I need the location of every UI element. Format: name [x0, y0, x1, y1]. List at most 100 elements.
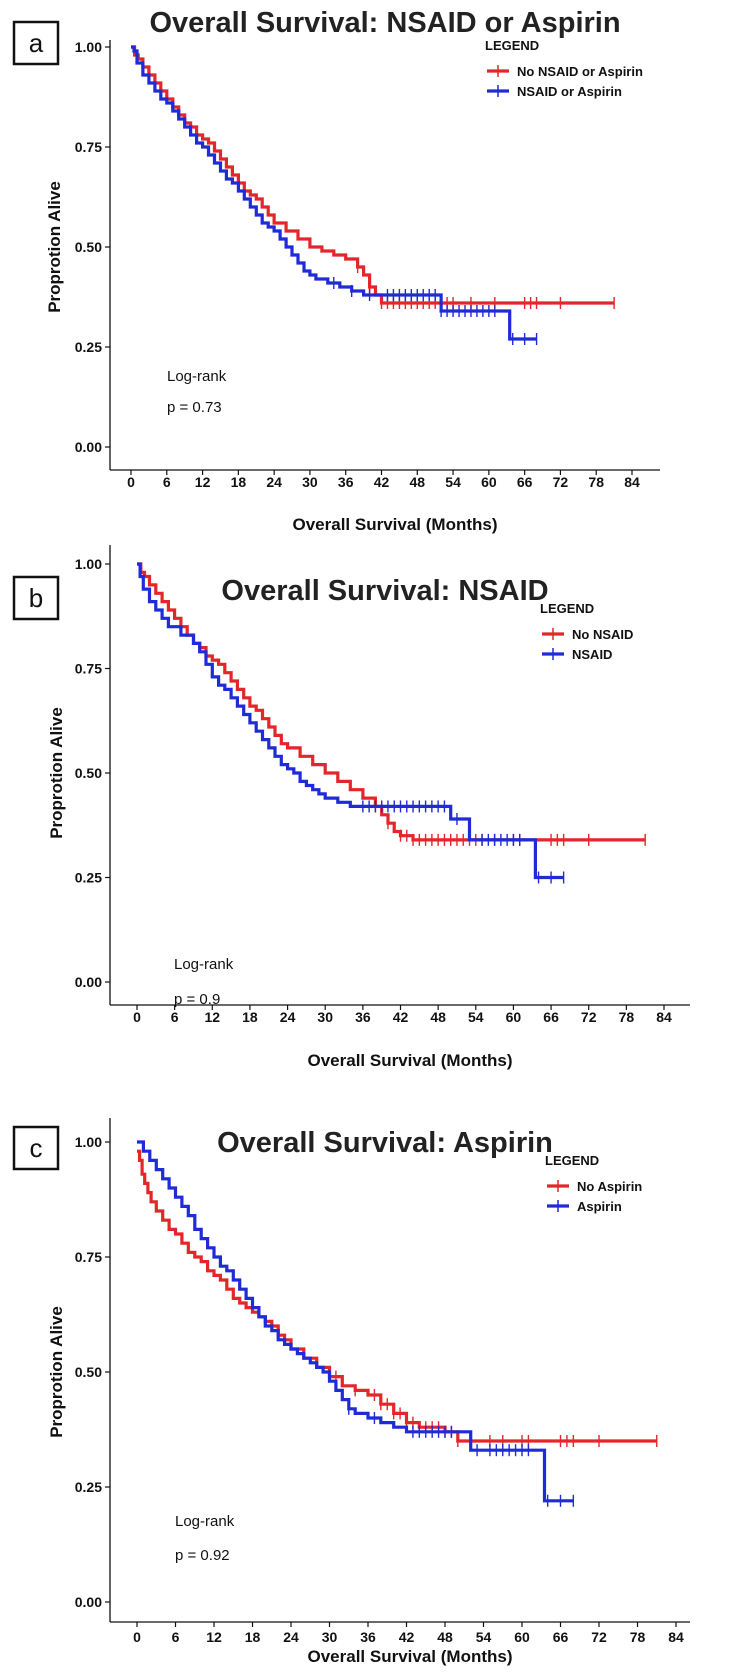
p-value-label: p = 0.92 — [175, 1547, 230, 1564]
x-tick-label: 48 — [430, 1009, 446, 1025]
x-tick-label: 78 — [588, 474, 604, 490]
y-tick-label: 0.00 — [75, 974, 102, 990]
x-tick-label: 30 — [322, 1629, 338, 1645]
x-tick-label: 18 — [245, 1629, 261, 1645]
x-tick-label: 24 — [266, 474, 282, 490]
x-tick-label: 54 — [445, 474, 461, 490]
y-tick-label: 0.00 — [75, 1594, 102, 1610]
logrank-label: Log-rank — [174, 956, 234, 973]
chart-title: Overall Survival: NSAID — [221, 575, 548, 607]
legend-entry: NSAID — [572, 647, 612, 662]
legend-entry: No NSAID or Aspirin — [517, 64, 643, 79]
y-axis-title: Proprotion Alive — [47, 707, 66, 839]
panel-label: a — [29, 28, 44, 58]
series-line-control — [131, 45, 615, 305]
logrank-label: Log-rank — [167, 368, 227, 385]
p-value-label: p = 0.9 — [174, 991, 220, 1008]
y-tick-label: 0.25 — [75, 870, 102, 886]
x-tick-label: 30 — [317, 1009, 333, 1025]
series-line-control — [137, 1149, 657, 1443]
legend-entry: Aspirin — [577, 1199, 622, 1214]
x-axis-title: Overall Survival (Months) — [308, 1647, 513, 1666]
y-tick-label: 1.00 — [75, 556, 102, 572]
y-tick-label: 0.50 — [75, 239, 102, 255]
x-tick-label: 12 — [204, 1009, 220, 1025]
y-tick-label: 0.25 — [75, 1479, 102, 1495]
x-tick-label: 0 — [133, 1009, 141, 1025]
x-tick-label: 24 — [283, 1629, 299, 1645]
legend-entry: No NSAID — [572, 627, 633, 642]
series-line-control — [137, 562, 646, 842]
x-tick-label: 18 — [242, 1009, 258, 1025]
y-tick-label: 0.75 — [75, 661, 102, 677]
series-line-treated — [131, 45, 537, 341]
y-tick-label: 0.75 — [75, 1249, 102, 1265]
x-tick-label: 12 — [195, 474, 211, 490]
p-value-label: p = 0.73 — [167, 399, 222, 416]
x-tick-label: 60 — [506, 1009, 522, 1025]
panel-b: b Overall Survival: NSAID 0.00 0.25 0.50 0.75… — [12, 545, 690, 1070]
x-axis-title: Overall Survival (Months) — [293, 515, 498, 534]
legend-title: LEGEND — [485, 38, 539, 53]
x-tick-label: 72 — [553, 474, 569, 490]
x-tick-label: 12 — [206, 1629, 222, 1645]
x-tick-label: 6 — [163, 474, 171, 490]
x-tick-label: 84 — [668, 1629, 684, 1645]
x-tick-label: 60 — [481, 474, 497, 490]
x-tick-label: 42 — [393, 1009, 409, 1025]
panel-c: c Overall Survival: Aspirin 0.00 0.25 0.50 0.… — [12, 1118, 690, 1666]
x-tick-label: 78 — [630, 1629, 646, 1645]
x-tick-label: 24 — [280, 1009, 296, 1025]
series-line-treated — [137, 1140, 574, 1503]
panel-a: a Overall Survival: NSAID or Aspirin 0.00 0… — [12, 7, 660, 534]
y-tick-label: 0.25 — [75, 339, 102, 355]
x-tick-label: 72 — [581, 1009, 597, 1025]
x-tick-label: 66 — [543, 1009, 559, 1025]
x-tick-label: 84 — [624, 474, 640, 490]
x-tick-label: 36 — [355, 1009, 371, 1025]
legend-title: LEGEND — [545, 1153, 599, 1168]
y-tick-label: 0.50 — [75, 765, 102, 781]
legend-entry: NSAID or Aspirin — [517, 84, 622, 99]
x-tick-label: 54 — [468, 1009, 484, 1025]
legend-title: LEGEND — [540, 601, 594, 616]
x-tick-label: 54 — [476, 1629, 492, 1645]
y-tick-label: 0.50 — [75, 1364, 102, 1380]
panel-label: b — [29, 583, 43, 613]
x-tick-label: 0 — [127, 474, 135, 490]
chart-title: Overall Survival: Aspirin — [217, 1127, 553, 1159]
x-tick-label: 18 — [231, 474, 247, 490]
y-tick-label: 1.00 — [75, 1134, 102, 1150]
x-tick-label: 42 — [374, 474, 390, 490]
y-tick-label: 1.00 — [75, 39, 102, 55]
x-tick-label: 36 — [338, 474, 354, 490]
x-tick-label: 42 — [399, 1629, 415, 1645]
x-tick-label: 78 — [619, 1009, 635, 1025]
x-tick-label: 66 — [553, 1629, 569, 1645]
x-tick-label: 0 — [133, 1629, 141, 1645]
x-tick-label: 30 — [302, 474, 318, 490]
y-axis-title: Proprotion Alive — [47, 1306, 66, 1438]
x-tick-label: 6 — [171, 1009, 179, 1025]
x-tick-label: 6 — [172, 1629, 180, 1645]
y-tick-label: 0.00 — [75, 439, 102, 455]
panel-label: c — [30, 1133, 43, 1163]
x-tick-label: 66 — [517, 474, 533, 490]
y-axis-title: Proprotion Alive — [45, 181, 64, 313]
y-tick-label: 0.75 — [75, 139, 102, 155]
legend-entry: No Aspirin — [577, 1179, 642, 1194]
x-tick-label: 84 — [656, 1009, 672, 1025]
panel-label-box — [12, 1125, 60, 1171]
x-tick-label: 48 — [409, 474, 425, 490]
x-tick-label: 48 — [437, 1629, 453, 1645]
series-line-treated — [137, 562, 564, 880]
panel-label-box — [12, 575, 60, 621]
logrank-label: Log-rank — [175, 1513, 235, 1530]
x-axis-title: Overall Survival (Months) — [308, 1051, 513, 1070]
x-tick-label: 72 — [591, 1629, 607, 1645]
panel-label-box — [12, 20, 60, 66]
chart-title: Overall Survival: NSAID or Aspirin — [149, 7, 620, 39]
x-tick-label: 60 — [514, 1629, 530, 1645]
x-tick-label: 36 — [360, 1629, 376, 1645]
